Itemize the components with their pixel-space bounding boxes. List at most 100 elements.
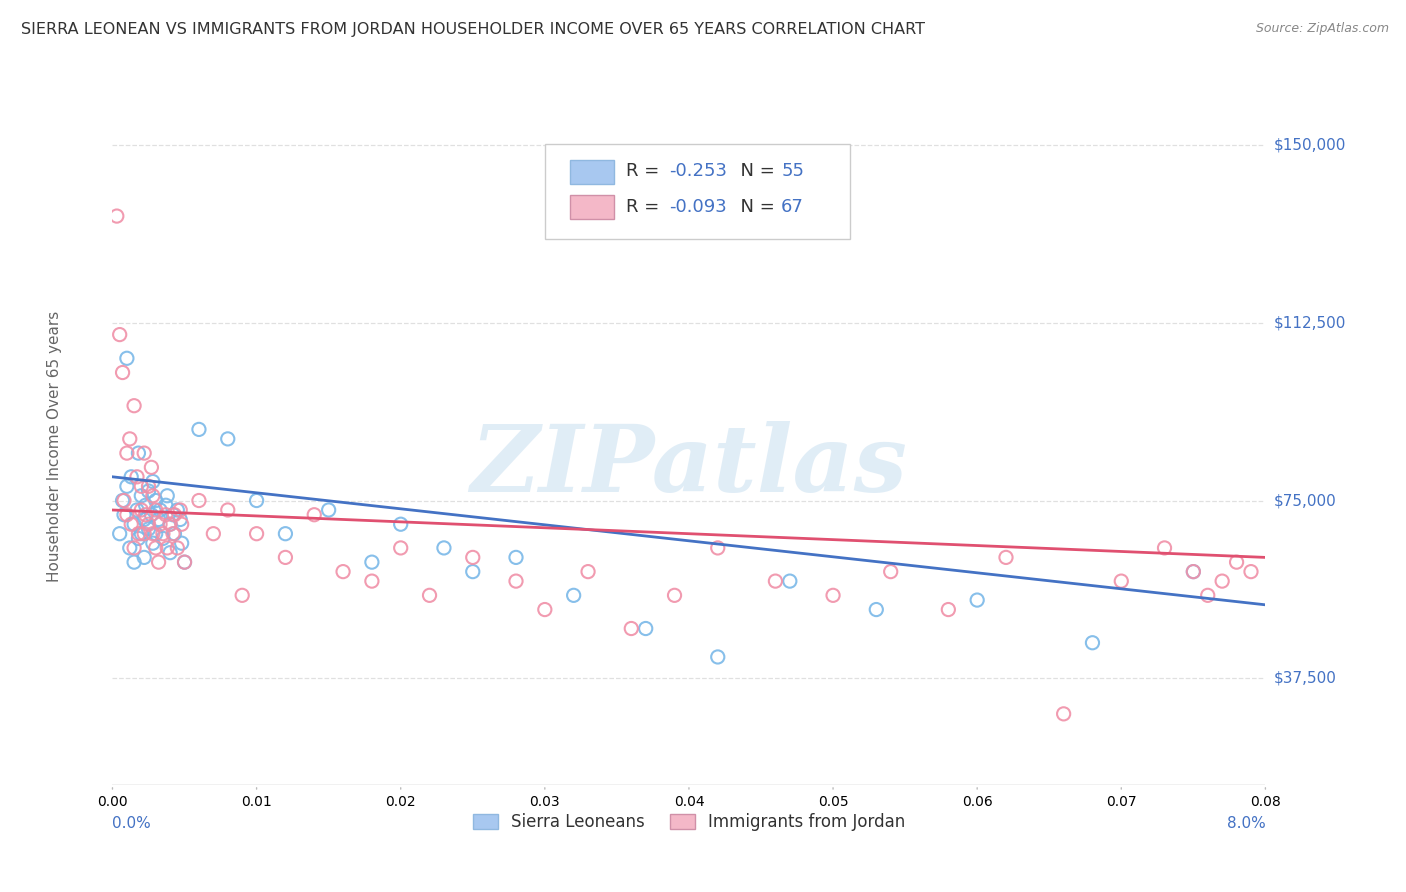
- Point: [129, 526, 153, 541]
- Point: [188, 422, 211, 436]
- Point: [152, 532, 174, 546]
- Text: SIERRA LEONEAN VS IMMIGRANTS FROM JORDAN HOUSEHOLDER INCOME OVER 65 YEARS CORREL: SIERRA LEONEAN VS IMMIGRANTS FROM JORDAN…: [21, 22, 925, 37]
- Text: Source: ZipAtlas.com: Source: ZipAtlas.com: [1256, 22, 1389, 36]
- Point: [155, 508, 177, 522]
- Point: [120, 470, 142, 484]
- Point: [166, 503, 188, 517]
- Point: [1182, 565, 1205, 579]
- Point: [138, 479, 160, 493]
- Point: [111, 493, 134, 508]
- Point: [576, 565, 599, 579]
- Point: [1182, 565, 1205, 579]
- Point: [707, 650, 730, 665]
- Point: [125, 503, 148, 517]
- Point: [122, 517, 145, 532]
- Legend: Sierra Leoneans, Immigrants from Jordan: Sierra Leoneans, Immigrants from Jordan: [465, 806, 912, 838]
- Point: [142, 536, 165, 550]
- Point: [1111, 574, 1133, 588]
- Point: [134, 550, 156, 565]
- Point: [145, 526, 167, 541]
- Point: [173, 555, 195, 569]
- Point: [145, 541, 167, 555]
- Point: [162, 508, 184, 522]
- Point: [122, 399, 145, 413]
- Point: [419, 588, 441, 602]
- Point: [156, 489, 179, 503]
- Point: [169, 512, 191, 526]
- Point: [148, 555, 170, 569]
- Point: [159, 517, 181, 532]
- Point: [1240, 565, 1263, 579]
- Point: [1211, 574, 1233, 588]
- Point: [274, 526, 297, 541]
- Point: [1153, 541, 1175, 555]
- Point: [112, 493, 135, 508]
- Point: [217, 503, 239, 517]
- Text: N =: N =: [730, 198, 780, 216]
- Point: [505, 550, 527, 565]
- Point: [765, 574, 787, 588]
- Point: [332, 565, 354, 579]
- Point: [1081, 636, 1104, 650]
- Point: [865, 602, 887, 616]
- Text: 8.0%: 8.0%: [1226, 815, 1265, 830]
- Text: 67: 67: [782, 198, 804, 216]
- Point: [995, 550, 1018, 565]
- Point: [127, 446, 149, 460]
- Point: [318, 503, 340, 517]
- Point: [505, 574, 527, 588]
- Text: -0.253: -0.253: [669, 162, 727, 180]
- Point: [115, 446, 138, 460]
- Point: [108, 526, 131, 541]
- Point: [141, 460, 163, 475]
- Point: [938, 602, 960, 616]
- Point: [115, 351, 138, 366]
- Point: [821, 588, 844, 602]
- Point: [461, 550, 484, 565]
- Point: [159, 546, 181, 560]
- Text: $37,500: $37,500: [1274, 671, 1337, 686]
- Text: R =: R =: [626, 162, 665, 180]
- Point: [138, 517, 160, 532]
- Point: [108, 327, 131, 342]
- Point: [170, 536, 193, 550]
- Point: [533, 602, 555, 616]
- Point: [120, 517, 142, 532]
- Point: [159, 517, 181, 532]
- Point: [169, 503, 191, 517]
- Point: [135, 508, 157, 522]
- Point: [145, 503, 167, 517]
- Point: [360, 574, 382, 588]
- Point: [134, 512, 156, 526]
- Point: [634, 622, 657, 636]
- Point: [173, 555, 195, 569]
- Point: [162, 526, 184, 541]
- Point: [966, 593, 988, 607]
- Text: $75,000: $75,000: [1274, 493, 1337, 508]
- Point: [135, 498, 157, 512]
- Point: [707, 541, 730, 555]
- Point: [138, 522, 160, 536]
- Text: -0.093: -0.093: [669, 198, 727, 216]
- Point: [880, 565, 903, 579]
- Point: [163, 508, 186, 522]
- Point: [304, 508, 326, 522]
- Point: [115, 479, 138, 493]
- Point: [127, 532, 149, 546]
- Point: [461, 565, 484, 579]
- Point: [134, 446, 156, 460]
- Point: [122, 555, 145, 569]
- Point: [166, 541, 188, 555]
- Point: [112, 508, 135, 522]
- Point: [562, 588, 585, 602]
- Point: [118, 541, 141, 555]
- Point: [246, 493, 269, 508]
- Point: [274, 550, 297, 565]
- Point: [105, 209, 128, 223]
- Point: [142, 489, 165, 503]
- Text: Householder Income Over 65 years: Householder Income Over 65 years: [48, 310, 62, 582]
- Point: [149, 517, 172, 532]
- FancyBboxPatch shape: [546, 145, 851, 239]
- Point: [127, 526, 149, 541]
- Point: [129, 489, 153, 503]
